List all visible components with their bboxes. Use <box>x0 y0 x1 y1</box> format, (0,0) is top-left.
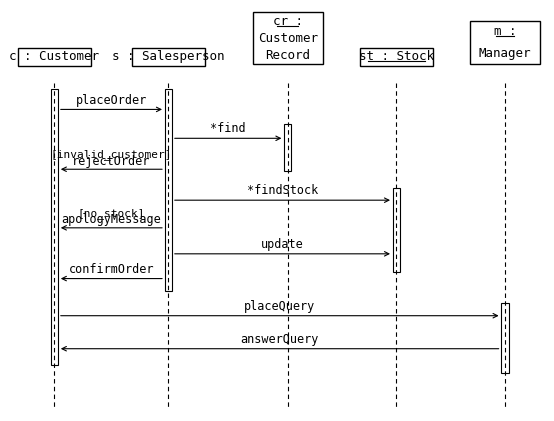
Text: Customer: Customer <box>258 32 318 45</box>
Text: apologyMessage: apologyMessage <box>61 213 161 226</box>
Text: cr :: cr : <box>273 15 303 27</box>
Text: placeOrder: placeOrder <box>76 93 147 107</box>
Text: *findStock: *findStock <box>247 184 318 197</box>
Text: update: update <box>261 238 304 251</box>
Text: rejectOrder: rejectOrder <box>72 155 151 168</box>
Bar <box>132 48 205 66</box>
Bar <box>284 124 291 171</box>
Text: answerQuery: answerQuery <box>240 333 319 346</box>
Text: placeQuery: placeQuery <box>244 300 315 313</box>
Bar <box>393 188 400 272</box>
Bar <box>165 89 172 291</box>
Text: c : Customer: c : Customer <box>9 51 99 63</box>
Text: m :: m : <box>494 25 516 38</box>
Bar <box>360 48 433 66</box>
Text: Record: Record <box>265 49 310 62</box>
Bar <box>501 303 509 373</box>
Text: Manager: Manager <box>479 47 531 60</box>
Bar <box>18 48 91 66</box>
Bar <box>253 13 323 64</box>
Text: [no_stock]: [no_stock] <box>78 208 145 219</box>
Text: s : Salesperson: s : Salesperson <box>112 51 225 63</box>
Text: [invalid_customer]: [invalid_customer] <box>50 149 172 160</box>
Bar <box>51 89 58 365</box>
Text: st : Stock: st : Stock <box>359 51 434 63</box>
Bar <box>470 21 540 64</box>
Text: *find: *find <box>211 123 246 136</box>
Text: confirmOrder: confirmOrder <box>69 263 154 276</box>
